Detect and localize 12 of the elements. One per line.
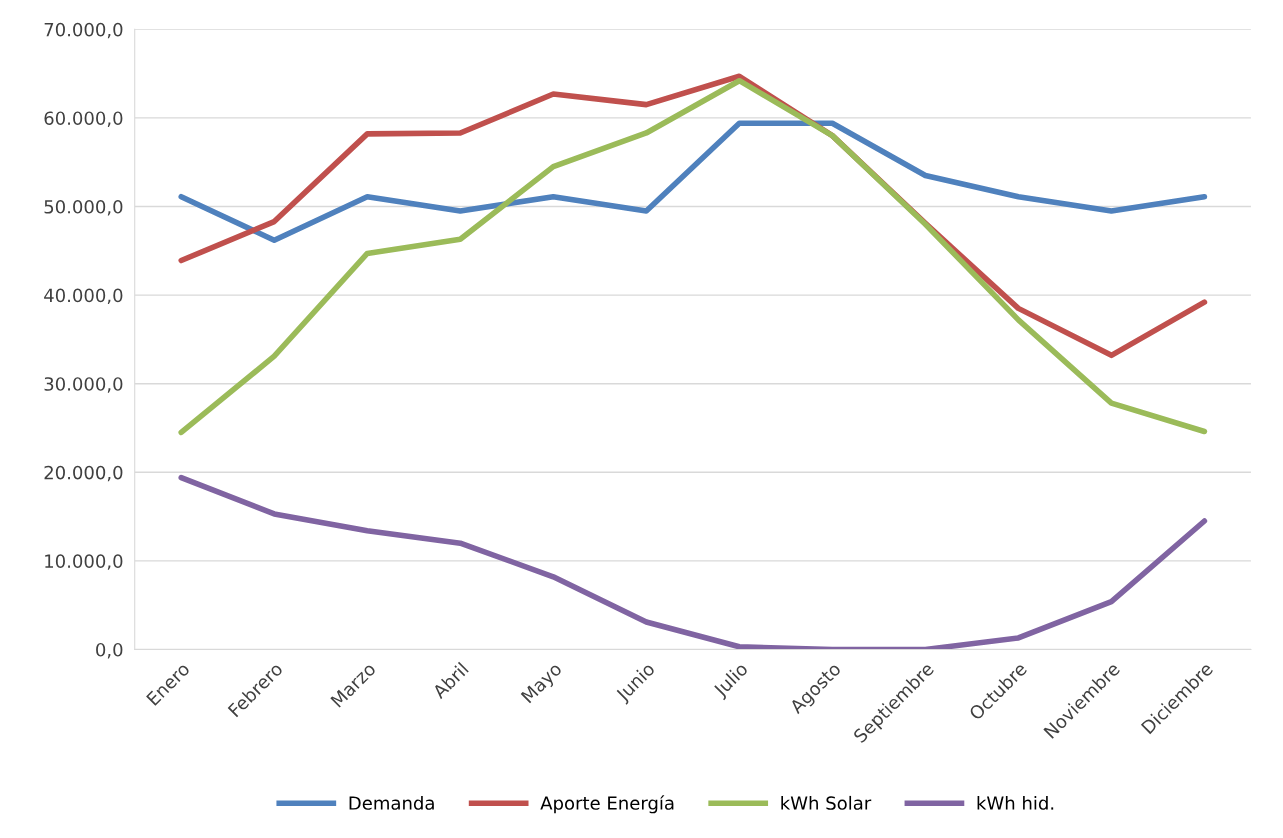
y-tick-label: 60.000,0 <box>44 111 123 127</box>
y-tick-label: 0,0 <box>96 642 123 659</box>
y-tick-label: 30.000,0 <box>44 377 123 393</box>
y-tick-label: 40.000,0 <box>44 288 123 305</box>
y-tick-label: 50.000,0 <box>44 199 123 216</box>
y-tick-label: 20.000,0 <box>44 465 123 482</box>
legend-label: Aporte Energía <box>540 795 674 814</box>
legend-label: Demanda <box>349 795 434 810</box>
legend-label: kWh Solar <box>781 795 872 810</box>
legend-label: kWh hid. <box>977 795 1054 810</box>
y-tick-label: 70.000,0 <box>44 22 123 39</box>
y-tick-label: 10.000,0 <box>45 554 123 570</box>
